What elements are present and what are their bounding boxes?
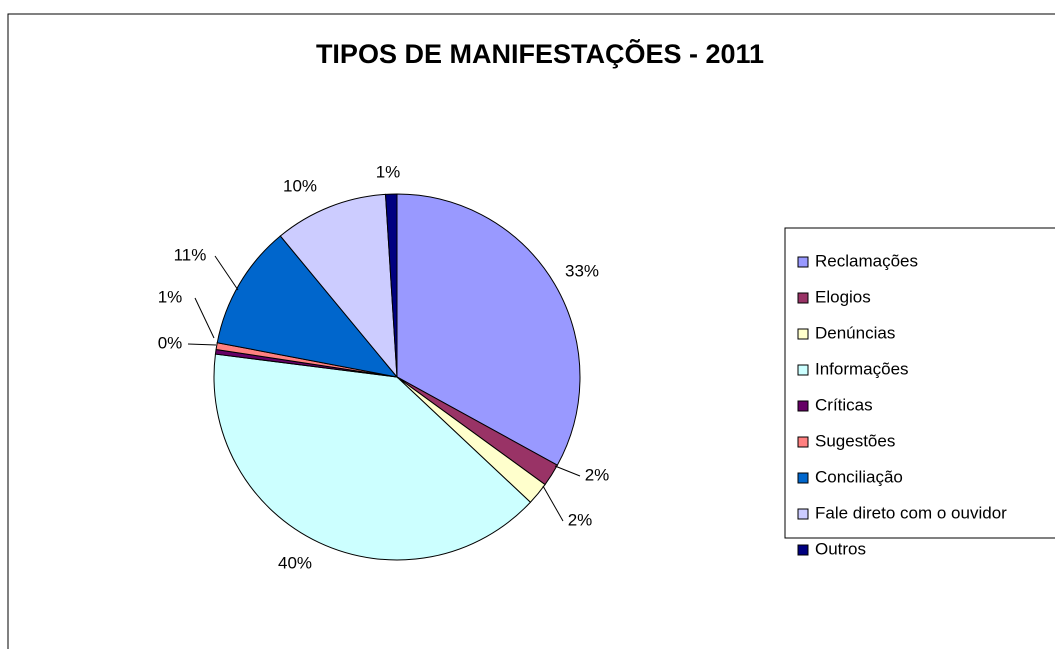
leader-line	[187, 343, 217, 346]
chart-title: TIPOS DE MANIFESTAÇÕES - 2011	[316, 38, 764, 69]
legend-label: Conciliação	[815, 467, 903, 486]
chart-border	[7, 13, 1055, 649]
legend-label: Elogios	[815, 287, 871, 306]
legend-swatch	[797, 292, 809, 304]
data-label: 0%	[158, 333, 183, 352]
data-label: 2%	[585, 465, 610, 484]
legend-swatch	[797, 364, 809, 376]
legend-swatch	[797, 436, 809, 448]
leader-line	[194, 297, 215, 339]
legend-swatch	[797, 472, 809, 484]
data-label: 10%	[283, 176, 317, 195]
data-label: 1%	[158, 287, 183, 306]
legend-label: Informações	[815, 359, 909, 378]
legend-swatch	[797, 544, 809, 556]
data-label: 33%	[565, 261, 599, 280]
leader-line	[214, 255, 239, 291]
legend-swatch	[797, 328, 809, 340]
leader-line	[554, 465, 581, 477]
data-label: 11%	[174, 245, 207, 264]
legend-swatch	[797, 400, 809, 412]
legend-label: Denúncias	[815, 323, 895, 342]
legend-swatch	[797, 256, 809, 268]
leader-line	[542, 485, 564, 522]
legend-label: Sugestões	[815, 431, 895, 450]
legend-box	[784, 227, 1055, 539]
legend-label: Outros	[815, 539, 866, 558]
data-label: 40%	[278, 553, 312, 572]
legend-swatch	[797, 508, 809, 520]
legend-label: Críticas	[815, 395, 873, 414]
legend-label: Reclamações	[815, 251, 918, 270]
legend-label: Fale direto com o ouvidor	[815, 503, 1007, 522]
pie-slice	[279, 193, 398, 379]
pie-slice	[396, 193, 581, 466]
data-label: 1%	[376, 162, 401, 181]
pie-slice	[213, 353, 532, 561]
data-label: 2%	[568, 510, 593, 529]
pie-slice	[216, 235, 399, 378]
pie-slice	[384, 193, 398, 378]
